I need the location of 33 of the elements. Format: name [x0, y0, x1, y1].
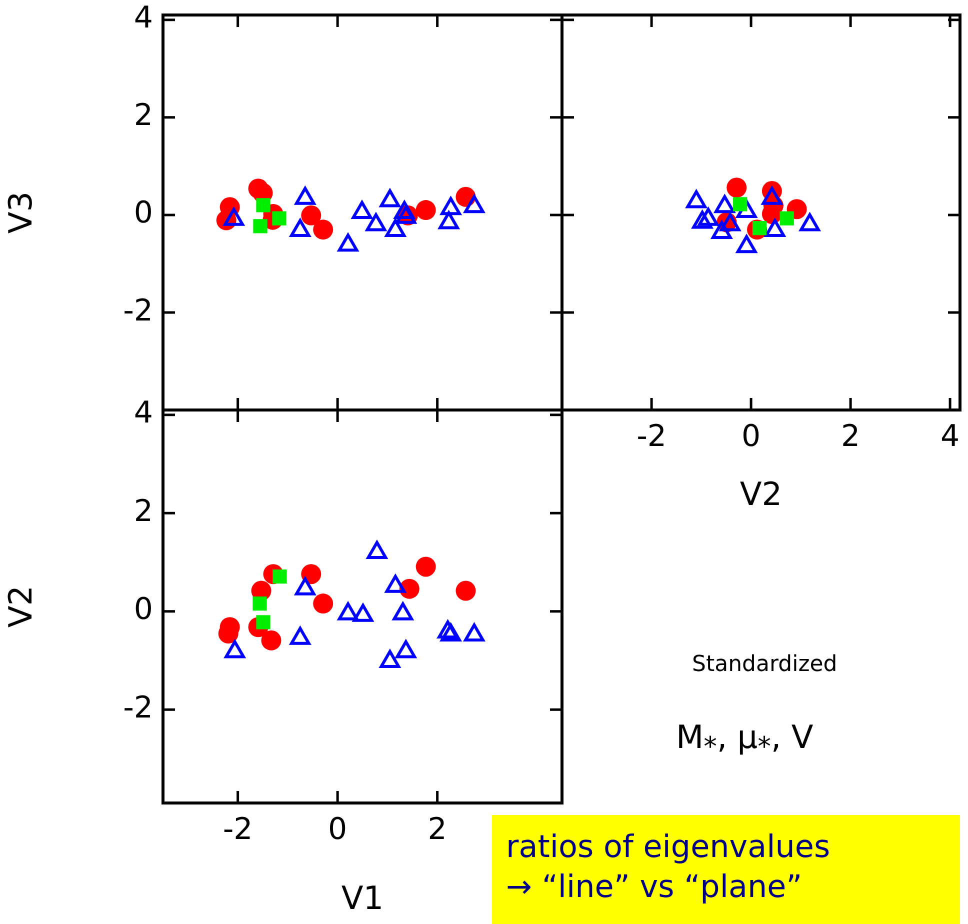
point — [726, 178, 747, 198]
point — [698, 208, 718, 226]
y-tick-label: 4 — [134, 0, 153, 36]
point — [780, 211, 794, 226]
y-axis-title: V2 — [2, 585, 40, 628]
y-tick-label: 4 — [134, 396, 153, 431]
text: → “line” vs “plane” — [506, 868, 804, 907]
point — [692, 210, 712, 229]
y-tick-label: 2 — [134, 98, 153, 134]
y-axis-title: V3 — [2, 191, 40, 234]
point — [712, 220, 732, 239]
x-tick-label: 0 — [328, 812, 348, 847]
text: M$_{*}$, μ$_{*}$, V — [676, 718, 814, 762]
text: ratios of eigenvalues — [506, 828, 832, 867]
x-tick-label: 4 — [940, 418, 960, 454]
x-tick-label: -2 — [636, 418, 667, 454]
y-tick-label: 2 — [134, 494, 153, 529]
x-axis-title: V1 — [341, 879, 384, 918]
x-tick-label: 0 — [742, 418, 761, 454]
point — [736, 235, 757, 254]
y-tick-label: 0 — [134, 592, 153, 628]
x-tick-label: 2 — [841, 418, 860, 454]
point — [800, 213, 820, 232]
y-tick-label: -2 — [123, 690, 153, 726]
text: Standardized — [692, 652, 838, 677]
x-tick-label: -2 — [222, 812, 253, 847]
x-axis-title: V2 — [740, 475, 782, 514]
point — [764, 219, 786, 238]
point — [720, 213, 740, 232]
y-tick-label: -2 — [123, 293, 153, 328]
point — [736, 200, 757, 218]
x-tick-label: 2 — [428, 812, 447, 847]
y-tick-label: 0 — [134, 196, 153, 231]
